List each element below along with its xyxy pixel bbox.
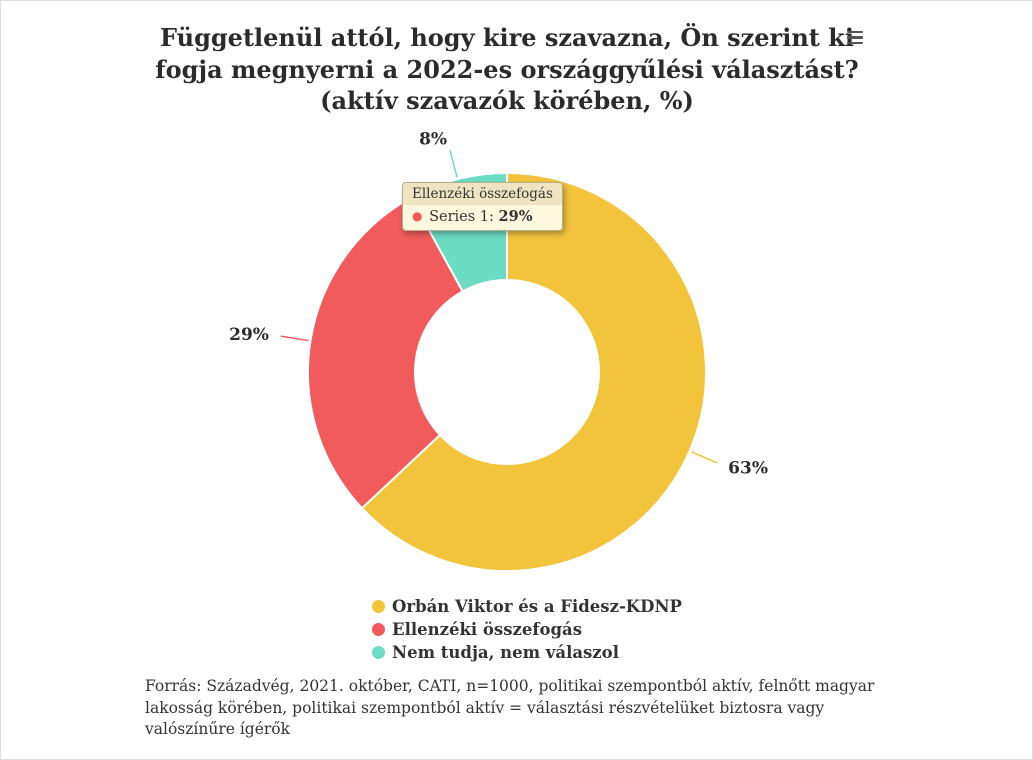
slice-connector (449, 150, 458, 178)
legend-marker-icon (372, 623, 385, 636)
tooltip-series-label: Series 1: (429, 209, 494, 225)
hamburger-menu-icon (845, 30, 867, 45)
legend-label: Orbán Viktor és a Fidesz-KDNP (392, 597, 682, 616)
legend-marker-icon (372, 600, 385, 613)
tooltip-header: Ellenzéki összefogás (403, 183, 562, 205)
pie-slice-0[interactable] (360, 171, 707, 572)
legend: Orbán Viktor és a Fidesz-KDNP Ellenzéki ö… (372, 596, 682, 663)
slice-label: 8% (419, 130, 447, 150)
slice-label: 29% (229, 325, 269, 345)
context-menu-button[interactable] (845, 30, 867, 48)
tooltip: Ellenzéki összefogás ● Series 1: 29% (402, 182, 563, 231)
slice-label: 63% (728, 459, 768, 479)
slice-connector (691, 451, 718, 464)
source-text: Forrás: Századvég, 2021. október, CATI, … (145, 677, 875, 739)
legend-item-2[interactable]: Nem tudja, nem válaszol (372, 642, 682, 663)
legend-marker-icon (372, 646, 385, 659)
legend-label: Nem tudja, nem válaszol (392, 643, 619, 662)
tooltip-body: ● Series 1: 29% (403, 205, 562, 230)
legend-item-0[interactable]: Orbán Viktor és a Fidesz-KDNP (372, 596, 682, 617)
chart-title: Függetlenül attól, hogy kire szavazna, Ö… (155, 23, 859, 116)
pie-slice-1[interactable] (307, 196, 465, 510)
slice-connector (280, 335, 309, 342)
legend-item-1[interactable]: Ellenzéki összefogás (372, 619, 682, 640)
tooltip-value: 29% (498, 208, 533, 225)
legend-label: Ellenzéki összefogás (392, 620, 582, 639)
tooltip-series-marker-icon: ● (412, 209, 423, 223)
